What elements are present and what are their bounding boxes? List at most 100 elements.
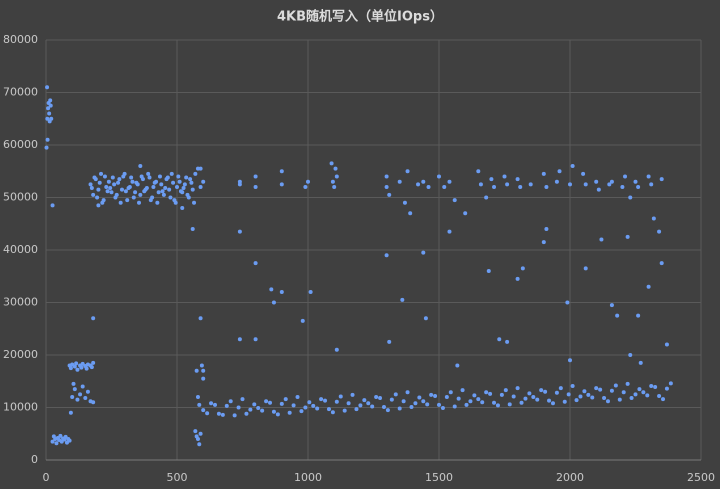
point [384,174,389,179]
point [155,200,160,205]
point [520,266,525,271]
y-tick-label: 0 [31,453,38,466]
point [275,412,280,417]
point [638,360,643,365]
point [137,200,142,205]
point [319,397,324,402]
point [167,187,172,192]
point [279,169,284,174]
point [623,174,628,179]
point [193,171,198,176]
point [88,182,93,187]
point [133,190,138,195]
point [456,396,461,401]
point [199,363,204,368]
point [237,337,242,342]
point [232,413,237,418]
point [121,174,126,179]
point [570,383,575,388]
y-tick-label: 60000 [3,138,38,151]
point [54,441,59,446]
point [602,396,607,401]
point [152,180,157,185]
point [253,174,258,179]
x-tick-label: 2000 [556,471,584,484]
point [224,403,229,408]
point [609,388,614,393]
point [165,175,170,180]
point [70,395,75,399]
y-tick-label: 80000 [3,33,38,46]
point [244,411,249,416]
point [541,171,546,176]
point [598,387,603,392]
point [248,407,253,412]
point [531,395,536,399]
point [110,175,115,180]
point [433,393,438,398]
point [421,399,426,404]
point [649,182,654,187]
point [464,402,469,407]
point [413,401,418,406]
point [252,402,257,407]
point [180,206,185,210]
point [583,182,588,187]
point [645,393,650,398]
point [45,85,50,90]
point [621,390,626,395]
point [201,376,206,381]
point [568,358,572,363]
point [195,395,200,399]
point [330,410,335,415]
point [308,290,313,294]
point [181,186,186,191]
point [568,182,572,187]
point [279,182,284,187]
point [460,388,465,393]
point [48,98,53,103]
point [653,385,658,390]
point [212,402,217,407]
point [311,403,316,408]
point [193,429,198,434]
point [661,397,666,402]
point [190,187,195,192]
point [620,185,625,189]
point [147,175,152,180]
point [271,300,276,305]
point [306,179,310,184]
point [649,383,654,388]
point [370,404,375,409]
point [393,392,398,397]
point [518,185,523,189]
point [378,396,383,401]
point [198,185,203,189]
point [237,182,242,187]
point [330,179,335,184]
point [125,198,130,203]
point [173,200,178,205]
point [205,411,210,416]
point [253,337,258,342]
point [171,180,176,185]
point [416,182,421,187]
point [492,400,497,405]
point [287,410,292,415]
point [129,175,134,180]
point [468,399,473,404]
y-tick-label: 10000 [3,401,38,414]
point [192,200,197,205]
point [116,180,121,185]
point [209,401,214,406]
point [186,195,191,200]
point [442,185,447,189]
y-tick-label: 50000 [3,191,38,204]
point [334,347,339,352]
point [565,300,570,305]
point [507,402,512,407]
point [515,177,520,182]
point [95,195,100,200]
point [489,177,494,182]
